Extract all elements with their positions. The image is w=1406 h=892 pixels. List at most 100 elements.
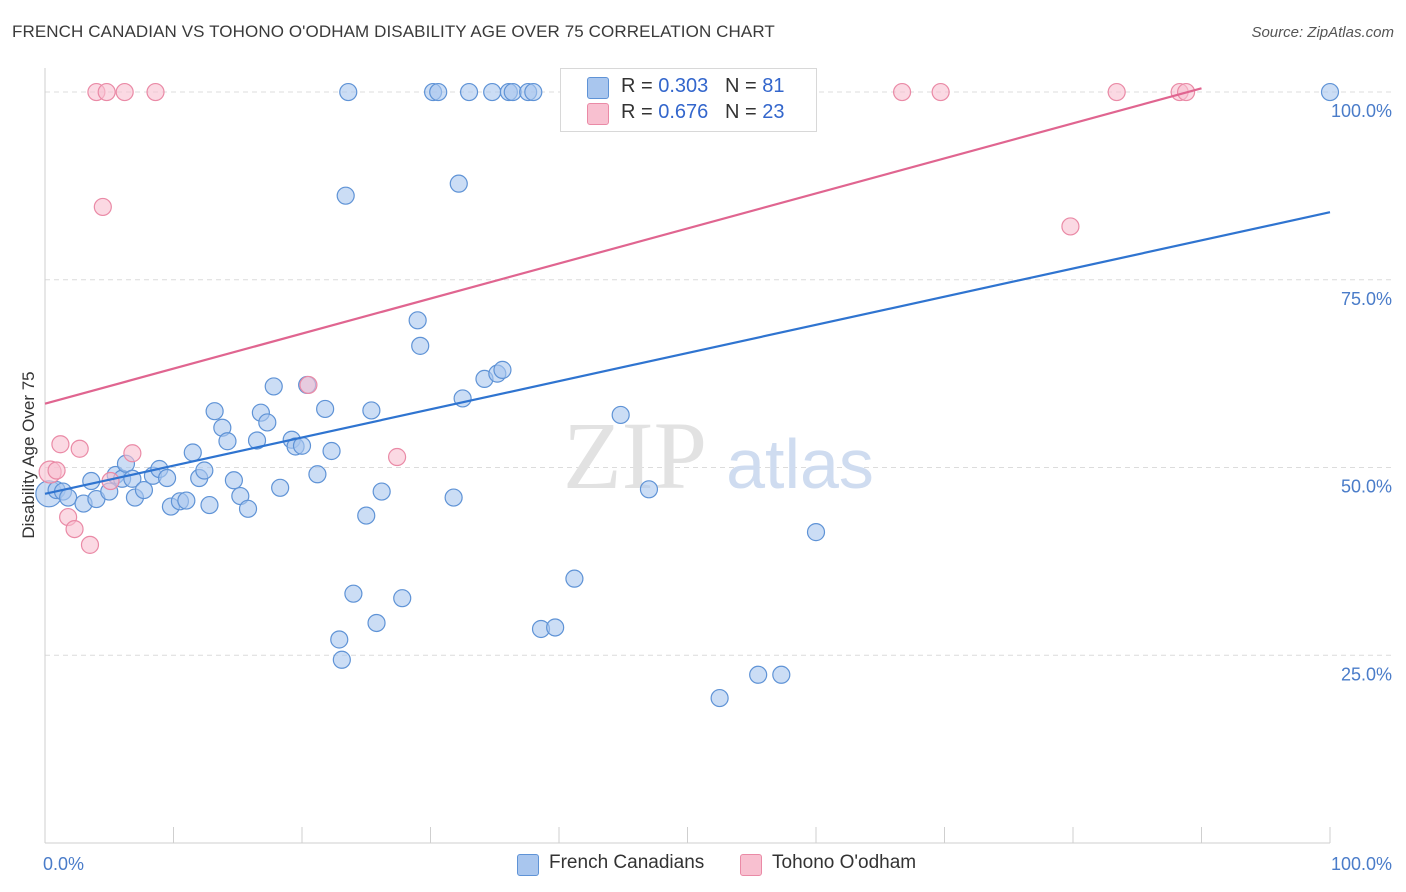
french-canadians-point [565, 569, 584, 588]
french-canadians-point [367, 613, 386, 633]
french-canadians-point [357, 506, 376, 525]
y-axis-label: Disability Age Over 75 [19, 371, 38, 538]
french-canadians-point [493, 360, 512, 379]
trend-lines [44, 87, 1331, 495]
french-canadians-point [1320, 82, 1340, 102]
tohono-oodham-point [80, 535, 100, 554]
tohono-oodham-point [892, 82, 912, 102]
french-canadians-points [35, 82, 1340, 708]
french-canadians-point [393, 589, 412, 608]
r-value: 0.676 [658, 101, 709, 123]
watermark-atlas: atlas [726, 425, 874, 503]
french-canadians-point [362, 401, 381, 420]
french-canadians-point [639, 480, 659, 499]
french-canadians-point [611, 405, 630, 425]
french-canadians-point [205, 402, 224, 421]
y-tick-label: 50.0% [1341, 477, 1392, 497]
tohono-oodham-point [387, 447, 407, 467]
french-canadians-point [177, 491, 196, 510]
french-canadians-point [308, 465, 327, 484]
french-canadians-point [459, 82, 479, 102]
french-canadians-point [316, 399, 335, 419]
series-legend: French Canadians Tohono O'odham [0, 852, 1406, 878]
x-tick-label: 0.0% [43, 854, 84, 874]
french-canadians-point [157, 468, 177, 488]
r-value: 0.303 [658, 75, 709, 97]
axes [44, 68, 1331, 844]
tohono-oodham-trend-line [44, 87, 1202, 405]
french-canadians-point [339, 82, 358, 102]
n-label: N = [724, 101, 763, 123]
french-canadians-trend-line [44, 211, 1331, 495]
n-label: N = [724, 75, 763, 97]
grid-lines [45, 91, 1392, 656]
french-canadians-point [546, 618, 565, 637]
french-canadians-point [772, 665, 791, 684]
blue-swatch [587, 77, 609, 99]
tohono-oodham-point [123, 444, 142, 463]
french-canadians-point [806, 523, 826, 542]
tohono-oodham-point [299, 375, 318, 395]
tohono-oodham-point [93, 197, 112, 217]
y-tick-label: 25.0% [1341, 664, 1392, 684]
french-canadians-point [322, 441, 341, 461]
tohono-oodham-point [931, 82, 950, 102]
french-canadians-point [134, 480, 154, 500]
n-value: 23 [762, 101, 785, 123]
watermark: ZIP atlas [563, 402, 874, 509]
tohono-oodham-point [1061, 217, 1080, 236]
french-canadians-point [59, 488, 78, 507]
pink-swatch [587, 103, 609, 125]
y-tick-label: 75.0% [1341, 289, 1392, 309]
french-canadians-point [372, 482, 391, 501]
r-label: R = [621, 75, 659, 97]
french-canadians-point [330, 630, 349, 649]
french-canadians-point [503, 82, 522, 102]
french-canadians-point [247, 431, 267, 450]
tohono-oodham-point [70, 439, 89, 458]
legend-label: French Canadians [549, 852, 705, 873]
y-tick-labels: 25.0% 50.0% 75.0% 100.0% [1331, 101, 1392, 684]
french-canadians-point [264, 377, 283, 396]
french-canadians-point [411, 336, 430, 355]
french-canadians-point [483, 82, 502, 102]
french-canadians-point [183, 443, 202, 462]
watermark-zip: ZIP [563, 402, 707, 509]
pink-swatch [740, 854, 762, 876]
french-canadians-point [332, 650, 351, 669]
x-tick-label: 100.0% [1331, 854, 1392, 874]
french-canadians-point [408, 311, 427, 330]
x-tick-labels: 0.0% 100.0% [43, 854, 1392, 874]
tohono-oodham-point [115, 82, 134, 102]
n-value: 81 [762, 75, 785, 97]
legend-label: Tohono O'odham [772, 852, 917, 873]
correlation-legend: R = 0.303 N = 81 R = 0.676 N = 23 [560, 68, 817, 132]
tohono-oodham-point [1107, 82, 1126, 102]
tohono-oodham-point [47, 461, 66, 480]
french-canadians-point [258, 413, 277, 432]
y-tick-label: 100.0% [1331, 101, 1392, 121]
tohono-oodham-point [146, 82, 165, 102]
french-canadians-point [200, 495, 219, 515]
tohono-oodham-point [97, 82, 116, 102]
french-canadians-point [271, 478, 290, 497]
french-canadians-point [524, 82, 543, 102]
chart-title: FRENCH CANADIAN VS TOHONO O'ODHAM DISABI… [12, 22, 775, 41]
tohono-oodham-point [65, 519, 84, 539]
blue-swatch [517, 854, 539, 876]
french-canadians-point [224, 471, 243, 490]
tohono-oodham-point [51, 435, 70, 454]
source-label: Source: ZipAtlas.com [1251, 24, 1394, 41]
french-canadians-point [429, 82, 448, 102]
french-canadians-point [749, 665, 768, 684]
r-label: R = [621, 101, 659, 123]
french-canadians-point [444, 488, 463, 507]
french-canadians-point [82, 471, 101, 491]
french-canadians-point [336, 186, 355, 205]
french-canadians-point [449, 174, 468, 193]
french-canadians-point [218, 432, 237, 451]
french-canadians-point [238, 499, 258, 518]
french-canadians-point [710, 688, 729, 708]
french-canadians-point [344, 584, 363, 603]
